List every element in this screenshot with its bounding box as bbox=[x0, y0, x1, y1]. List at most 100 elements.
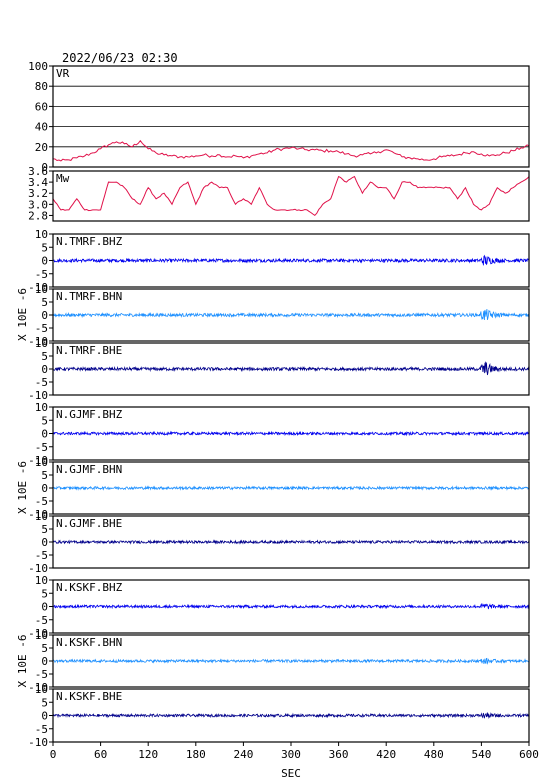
series-line bbox=[53, 175, 529, 217]
panel-label: N.KSKF.BHN bbox=[56, 636, 122, 649]
y-tick-label: -10 bbox=[28, 508, 48, 521]
y-tick-label: -5 bbox=[35, 495, 48, 508]
y-tick-label: 10 bbox=[35, 228, 48, 241]
x-tick-label: 600 bbox=[519, 748, 539, 761]
y-tick-label: 0 bbox=[41, 601, 48, 614]
panel-label: N.KSKF.BHZ bbox=[56, 581, 123, 594]
x-tick-label: 0 bbox=[50, 748, 57, 761]
y-tick-label: 0 bbox=[41, 309, 48, 322]
x-tick-label: 240 bbox=[233, 748, 253, 761]
y-tick-label: -10 bbox=[28, 627, 48, 640]
x-axis-label: SEC bbox=[281, 767, 301, 780]
y-tick-label: 10 bbox=[35, 401, 48, 414]
waveform-trace bbox=[53, 430, 529, 437]
y-tick-label: -5 bbox=[35, 322, 48, 335]
panel-frame bbox=[52, 288, 530, 342]
panel-0: 0 20 40 60 80 100 VR bbox=[28, 60, 530, 174]
y-tick-label: 0 bbox=[41, 655, 48, 668]
x-tick-label: 180 bbox=[186, 748, 206, 761]
x-tick-label: 60 bbox=[94, 748, 107, 761]
panel-frame bbox=[52, 461, 530, 515]
y-tick-label: 80 bbox=[35, 80, 48, 93]
panel-8: -10-505 10 N.KSKF.BHZ bbox=[28, 574, 530, 640]
y-tick-label: -5 bbox=[35, 668, 48, 681]
y-tick-label: -5 bbox=[35, 441, 48, 454]
y-tick-label: 2.8 bbox=[28, 209, 48, 222]
panel-frame bbox=[52, 233, 530, 288]
x-tick-label: 120 bbox=[138, 748, 158, 761]
panel-frame bbox=[52, 406, 530, 461]
y-tick-label: -5 bbox=[35, 723, 48, 736]
y-tick-label: -10 bbox=[28, 454, 48, 467]
y-tick-label: 0 bbox=[41, 536, 48, 549]
panel-frame bbox=[52, 65, 530, 168]
y-tick-label: 5 bbox=[41, 696, 48, 709]
y-tick-label: 5 bbox=[41, 414, 48, 427]
y-tick-label: 5 bbox=[41, 296, 48, 309]
panel-label: N.TMRF.BHN bbox=[56, 290, 122, 303]
y-tick-label: -10 bbox=[28, 389, 48, 402]
panel-1: 2.83.03.23.43.6 Mw bbox=[28, 165, 530, 222]
y-tick-label: -10 bbox=[28, 335, 48, 348]
y-tick-label: 0 bbox=[41, 710, 48, 723]
y-tick-label: 10 bbox=[35, 283, 48, 296]
panel-label: N.TMRF.BHZ bbox=[56, 235, 123, 248]
y-tick-label: 10 bbox=[35, 629, 48, 642]
panel-frame bbox=[52, 579, 530, 634]
y-tick-label: 3.4 bbox=[28, 176, 48, 189]
y-tick-label: -10 bbox=[28, 562, 48, 575]
y-tick-label: 5 bbox=[41, 350, 48, 363]
y-tick-label: 10 bbox=[35, 337, 48, 350]
y-tick-label: 5 bbox=[41, 241, 48, 254]
waveform-trace bbox=[53, 712, 529, 719]
y-tick-label: -5 bbox=[35, 376, 48, 389]
x-tick-label: 540 bbox=[471, 748, 491, 761]
y-tick-label: 5 bbox=[41, 469, 48, 482]
y-tick-label: -5 bbox=[35, 549, 48, 562]
y-axis-label: X 10E -6 bbox=[16, 635, 29, 688]
x-tick-label: 480 bbox=[424, 748, 444, 761]
panels: 020406080100VR2.83.03.23.43.6Mw-10-50510… bbox=[16, 60, 530, 749]
panel-label: Mw bbox=[56, 172, 70, 185]
panel-label: N.GJMF.BHE bbox=[56, 517, 122, 530]
waveform-trace bbox=[53, 361, 529, 376]
y-tick-label: -5 bbox=[35, 268, 48, 281]
x-tick-label: 300 bbox=[281, 748, 301, 761]
y-tick-label: 0 bbox=[41, 428, 48, 441]
waveform-trace bbox=[53, 603, 529, 610]
y-tick-label: 0 bbox=[41, 255, 48, 268]
y-tick-label: 10 bbox=[35, 510, 48, 523]
y-tick-label: 3.2 bbox=[28, 187, 48, 200]
y-axis-label: X 10E -6 bbox=[16, 461, 29, 514]
waveform-trace bbox=[53, 254, 529, 266]
y-tick-label: 10 bbox=[35, 456, 48, 469]
y-tick-label: 100 bbox=[28, 60, 48, 73]
y-tick-label: 40 bbox=[35, 121, 48, 134]
x-tick-label: 360 bbox=[329, 748, 349, 761]
y-tick-label: 0 bbox=[41, 161, 48, 174]
panel-label: N.KSKF.BHE bbox=[56, 690, 122, 703]
x-axis: 0 60 120 180 240 300 360 420 480 540 600 bbox=[50, 742, 539, 761]
y-axis-label: X 10E -6 bbox=[16, 288, 29, 341]
panel-frame bbox=[52, 515, 530, 569]
y-tick-label: -5 bbox=[35, 614, 48, 627]
y-tick-label: 5 bbox=[41, 587, 48, 600]
series-line bbox=[53, 139, 529, 162]
y-tick-label: 0 bbox=[41, 482, 48, 495]
x-tick-label: 420 bbox=[376, 748, 396, 761]
panel-label: N.GJMF.BHZ bbox=[56, 408, 123, 421]
y-tick-label: 10 bbox=[35, 683, 48, 696]
waveform-trace bbox=[53, 485, 529, 491]
panel-frame bbox=[52, 342, 530, 396]
y-tick-label: 3.0 bbox=[28, 198, 48, 211]
y-tick-label: -10 bbox=[28, 281, 48, 294]
y-tick-label: 0 bbox=[41, 363, 48, 376]
panel-label: VR bbox=[56, 67, 70, 80]
panel-frame bbox=[52, 170, 530, 222]
